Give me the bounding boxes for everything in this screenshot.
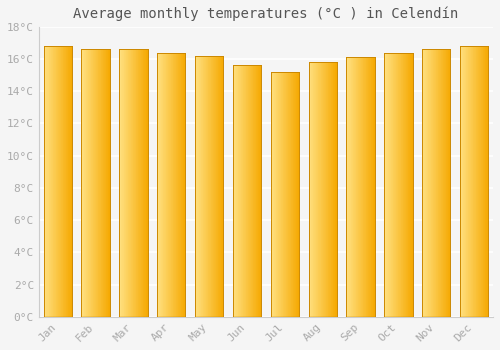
Title: Average monthly temperatures (°C ) in Celendín: Average monthly temperatures (°C ) in Ce…: [74, 7, 458, 21]
